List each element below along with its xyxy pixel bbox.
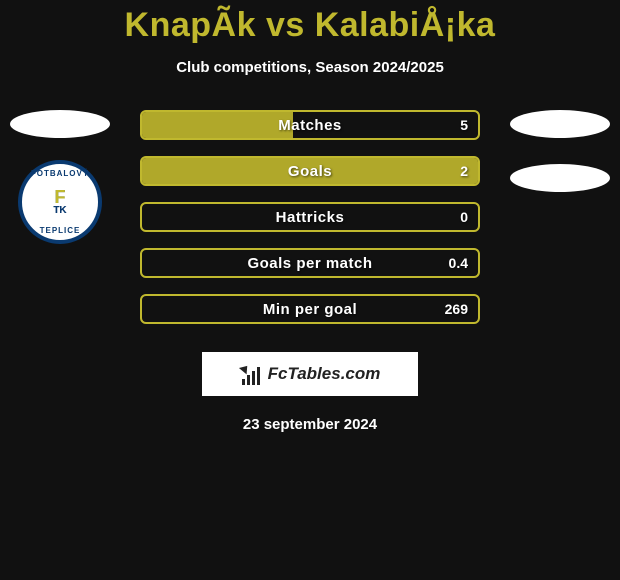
stat-bar: Matches 5	[140, 110, 480, 140]
stat-value: 0	[460, 204, 468, 230]
badge-inner: F TK	[53, 188, 66, 216]
badge-tk: TK	[53, 206, 66, 216]
site-logo[interactable]: FcTables.com	[202, 352, 418, 396]
badge-top-text: FOTBALOVÝ	[31, 169, 89, 178]
player-photo-placeholder	[10, 110, 110, 138]
player-photo-placeholder	[510, 110, 610, 138]
stat-value: 0.4	[449, 250, 468, 276]
badge-bottom-text: TEPLICE	[40, 226, 81, 235]
page-subtitle: Club competitions, Season 2024/2025	[0, 59, 620, 76]
left-player-column: FOTBALOVÝ F TK TEPLICE	[0, 110, 120, 244]
stat-value: 269	[445, 296, 468, 322]
stat-bar: Min per goal 269	[140, 294, 480, 324]
stat-bar: Goals 2	[140, 156, 480, 186]
stat-label: Matches	[142, 112, 478, 138]
club-badge-placeholder	[510, 164, 610, 192]
fctables-icon	[240, 363, 262, 385]
date-text: 23 september 2024	[0, 416, 620, 433]
stat-value: 2	[460, 158, 468, 184]
stat-value: 5	[460, 112, 468, 138]
stat-label: Goals	[142, 158, 478, 184]
stats-bars: Matches 5 Goals 2 Hattricks 0 Goals per …	[140, 110, 480, 324]
stat-bar: Hattricks 0	[140, 202, 480, 232]
badge-letter: F	[55, 187, 66, 207]
club-badge: FOTBALOVÝ F TK TEPLICE	[18, 160, 102, 244]
site-logo-text: FcTables.com	[268, 364, 381, 384]
right-player-column	[500, 110, 620, 210]
stat-label: Hattricks	[142, 204, 478, 230]
stat-label: Goals per match	[142, 250, 478, 276]
stat-label: Min per goal	[142, 296, 478, 322]
content-area: FOTBALOVÝ F TK TEPLICE Matches 5 Goals 2…	[0, 110, 620, 433]
page-title: KnapÃk vs KalabiÅ¡ka	[0, 0, 620, 45]
stat-bar: Goals per match 0.4	[140, 248, 480, 278]
